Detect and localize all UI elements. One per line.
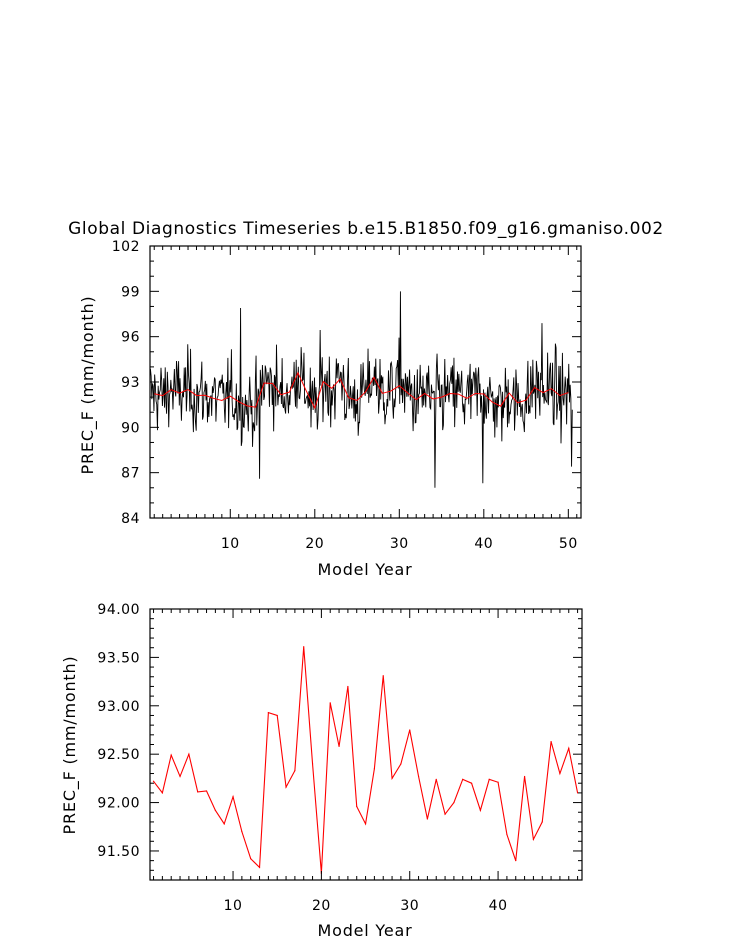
bottom-chart-frame [149, 608, 583, 881]
annual-mean-point [197, 791, 199, 793]
annual-mean-point [179, 775, 181, 778]
annual-mean-point [453, 801, 455, 804]
annual-mean-point [400, 763, 402, 765]
annual-mean-point [285, 786, 287, 788]
annual-mean-point [311, 763, 314, 765]
annual-mean-point [444, 813, 446, 815]
monthly-series-line [149, 291, 573, 488]
bottom-chart-x-axis-label: Model Year [318, 921, 413, 940]
annual-mean-point [532, 838, 535, 840]
y-tick-label: 94.00 [97, 602, 140, 618]
x-tick-label: 10 [224, 898, 243, 914]
annual-mean-point [188, 753, 190, 755]
annual-mean-point [373, 768, 375, 770]
top-chart: 10 20 30 40 50 84 87 90 93 96 99 102 Model Year PRE… [78, 239, 582, 579]
annual-mean-point [515, 860, 517, 862]
x-tick-label: 20 [305, 536, 324, 552]
annual-mean-point [426, 818, 428, 820]
annual-mean-point [276, 714, 278, 717]
x-tick-label: 30 [400, 898, 419, 914]
y-tick-label: 84 [121, 511, 140, 527]
annual-mean-point [462, 778, 464, 780]
annual-mean-point [382, 675, 384, 677]
y-tick-label: 93.50 [97, 650, 140, 666]
y-tick-label: 93.00 [97, 699, 140, 715]
annual-mean-point [497, 781, 499, 783]
annual-mean-point [294, 770, 296, 772]
bottom-chart-ticks: 10 20 30 40 91.50 92.00 92.50 93.00 93.50 94.00 [97, 602, 582, 914]
top-chart-x-axis-label: Model Year [318, 560, 413, 579]
annual-mean-point [435, 778, 437, 780]
annual-mean-point [479, 809, 482, 811]
y-tick-label: 87 [121, 466, 140, 482]
annual-mean-point [267, 711, 269, 714]
annual-mean-point [391, 777, 393, 779]
annual-mean-point [364, 823, 367, 825]
annual-mean-point [241, 831, 243, 833]
annual-mean-point [488, 778, 490, 780]
annual-mean-point [170, 754, 172, 756]
annual-mean-point [506, 833, 508, 836]
bottom-chart: 10 20 30 40 91.50 92.00 92.50 93.00 93.50 94.00 M… [60, 602, 583, 940]
annual-mean-point [550, 740, 552, 743]
annual-mean-point [559, 772, 561, 775]
x-tick-label: 40 [474, 536, 493, 552]
x-tick-label: 30 [390, 536, 409, 552]
x-tick-label: 10 [221, 536, 240, 552]
annual-mean-point [470, 782, 473, 784]
annual-mean-point [347, 685, 349, 688]
annual-mean-point [205, 790, 208, 792]
x-tick-label: 40 [489, 898, 508, 914]
chart-title: Global Diagnostics Timeseries b.e15.B185… [68, 219, 664, 239]
annual-mean-point [214, 809, 216, 811]
bottom-chart-plot-area [152, 646, 579, 874]
annual-mean-point [161, 792, 163, 794]
annual-mean-point [417, 775, 420, 778]
annual-mean-point [223, 823, 225, 825]
annual-mean-point [152, 780, 155, 782]
y-tick-label: 91.50 [97, 844, 140, 860]
top-chart-ticks: 10 20 30 40 50 84 87 90 93 96 99 102 [112, 239, 581, 552]
y-tick-label: 102 [112, 239, 140, 255]
top-chart-y-axis-label: PREC_F (mm/month) [78, 296, 98, 475]
annual-mean-point [232, 796, 234, 798]
top-chart-plot-area [149, 291, 573, 488]
annual-mean-point [409, 729, 411, 731]
y-tick-label: 93 [121, 375, 140, 391]
annual-mean-point [568, 747, 570, 749]
annual-mean-point [338, 745, 340, 748]
y-tick-label: 90 [121, 420, 140, 436]
y-tick-label: 99 [121, 284, 140, 300]
y-tick-label: 96 [121, 330, 140, 346]
annual-mean-point [250, 858, 252, 860]
annual-mean-point [303, 646, 305, 648]
annual-mean-series-line [153, 646, 579, 874]
annual-mean-point [356, 805, 358, 808]
annual-mean-point [576, 792, 579, 794]
x-tick-label: 20 [312, 898, 331, 914]
annual-mean-point [541, 821, 543, 823]
x-tick-label: 50 [559, 536, 578, 552]
y-tick-label: 92.00 [97, 796, 140, 812]
bottom-chart-y-axis-label: PREC_F (mm/month) [60, 656, 80, 835]
annual-mean-series-line [154, 371, 569, 410]
annual-mean-point [258, 866, 261, 869]
annual-mean-point [523, 775, 526, 778]
y-tick-label: 92.50 [97, 747, 140, 763]
annual-mean-point [329, 702, 331, 704]
